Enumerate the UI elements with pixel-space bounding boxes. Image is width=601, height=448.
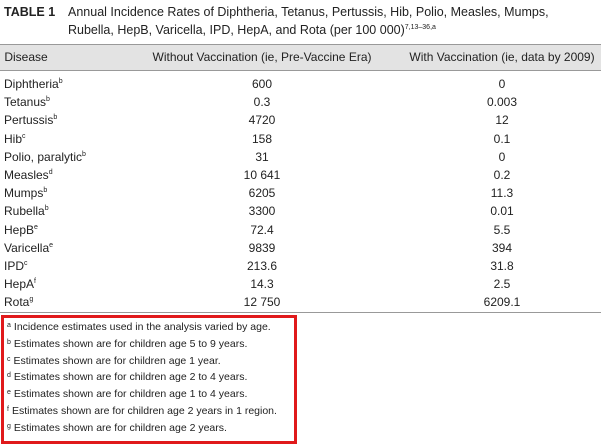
disease-name: Polio, paralyticb (4, 149, 86, 164)
rate-with-vaccination: 11.3 (490, 186, 514, 201)
footnote-text: Estimates shown are for children age 5 t… (13, 337, 248, 350)
footnote-ref: b (44, 205, 49, 213)
footnote-mark: c (7, 355, 11, 363)
rate-with-vaccination: 0 (498, 149, 506, 164)
rate-without-vaccination: 6205 (248, 186, 276, 201)
disease-name: Diphtheriab (4, 77, 63, 91)
footnote-text: Estimates shown are for children age 1 y… (13, 354, 221, 367)
footnote: g Estimates shown are for children age 2 … (7, 420, 227, 435)
table-bottom-rule (0, 312, 601, 313)
rate-with-vaccination: 0.003 (486, 95, 518, 110)
footnote-ref: d (48, 169, 53, 176)
rate-with-vaccination: 12 (495, 113, 509, 128)
rate-without-vaccination: 158 (251, 131, 273, 146)
footnote: f Estimates shown are for children age 2 … (7, 403, 277, 418)
rate-without-vaccination: 12 750 (243, 295, 281, 310)
footnote-text: Incidence estimates used in the analysis… (13, 321, 271, 333)
rate-with-vaccination: 31.8 (490, 259, 514, 273)
rate-without-vaccination: 0.3 (253, 95, 271, 110)
disease-name: Varicellae (4, 240, 54, 255)
footnote: c Estimates shown are for children age 1 … (7, 353, 221, 368)
rate-with-vaccination: 5.5 (493, 222, 511, 237)
footnote-text: Estimates shown are for children age 1 t… (13, 388, 248, 401)
rate-with-vaccination: 0.1 (493, 131, 511, 146)
title-line: Annual Incidence Rates of Diphtheria, Te… (68, 5, 549, 19)
rate-with-vaccination: 0.01 (490, 204, 514, 219)
rate-without-vaccination: 72.4 (250, 222, 274, 237)
disease-name: Rotag (4, 295, 34, 310)
disease-name: Mumpsb (4, 186, 48, 201)
footnote-mark: e (7, 389, 11, 397)
rate-without-vaccination: 31 (255, 149, 269, 164)
rate-with-vaccination: 2.5 (493, 277, 511, 292)
footnote-text: Estimates shown are for children age 2 y… (13, 421, 227, 434)
footnote-mark: a (7, 322, 11, 329)
rate-with-vaccination: 0 (498, 77, 506, 91)
disease-name: Rubellab (4, 204, 49, 219)
footnote: d Estimates shown are for children age 2 … (7, 369, 247, 384)
footnote-ref: b (43, 187, 48, 195)
rate-without-vaccination: 600 (251, 77, 273, 91)
column-header: Without Vaccination (ie, Pre-Vaccine Era… (152, 50, 372, 64)
rate-with-vaccination: 394 (491, 240, 513, 255)
footnote-ref: b (46, 96, 50, 104)
footnote: a Incidence estimates used in the analysi… (7, 319, 271, 334)
column-header: With Vaccination (ie, data by 2009) (409, 50, 595, 64)
footnote-ref: b (53, 114, 58, 122)
disease-name: Measlesd (4, 168, 53, 182)
footnote-ref: b (58, 78, 63, 85)
rate-without-vaccination: 10 641 (243, 168, 281, 182)
footnote-mark: d (7, 372, 11, 380)
footnote-ref: f (34, 278, 36, 286)
rate-without-vaccination: 14.3 (250, 277, 274, 292)
disease-name: HepBe (4, 222, 38, 237)
footnote-ref: c (22, 132, 26, 140)
footnote-text: Estimates shown are for children age 2 y… (11, 405, 277, 417)
rate-without-vaccination: 213.6 (246, 259, 278, 273)
footnote-ref: b (82, 150, 86, 158)
footnote-ref: g (29, 296, 34, 304)
rate-without-vaccination: 9839 (248, 240, 276, 255)
title-label: TABLE 1 (4, 5, 56, 19)
disease-name: Tetanusb (4, 95, 50, 110)
header-band (0, 44, 601, 71)
footnote-highlight (1, 315, 297, 444)
footnote-ref: e (34, 223, 38, 231)
footnote: e Estimates shown are for children age 1 … (7, 386, 247, 401)
title-superscript: 7,13–36,a (404, 24, 436, 31)
footnote-mark: b (7, 338, 11, 346)
rate-without-vaccination: 4720 (248, 113, 276, 128)
disease-name: Hibc (4, 131, 26, 146)
disease-name: HepAf (4, 277, 36, 292)
footnote: b Estimates shown are for children age 5 … (7, 336, 247, 351)
disease-name: IPDc (4, 259, 28, 273)
footnote-mark: f (7, 406, 9, 413)
title-line: Rubella, HepB, Varicella, IPD, HepA, and… (68, 23, 436, 37)
footnote-ref: c (24, 260, 28, 267)
column-header: Disease (4, 50, 48, 64)
rate-with-vaccination: 0.2 (493, 168, 511, 182)
disease-name: Pertussisb (4, 113, 58, 128)
footnote-text: Estimates shown are for children age 2 t… (13, 371, 248, 384)
rate-without-vaccination: 3300 (248, 204, 276, 219)
footnote-ref: e (49, 241, 54, 249)
rate-with-vaccination: 6209.1 (483, 295, 521, 310)
footnote-mark: g (7, 422, 11, 430)
